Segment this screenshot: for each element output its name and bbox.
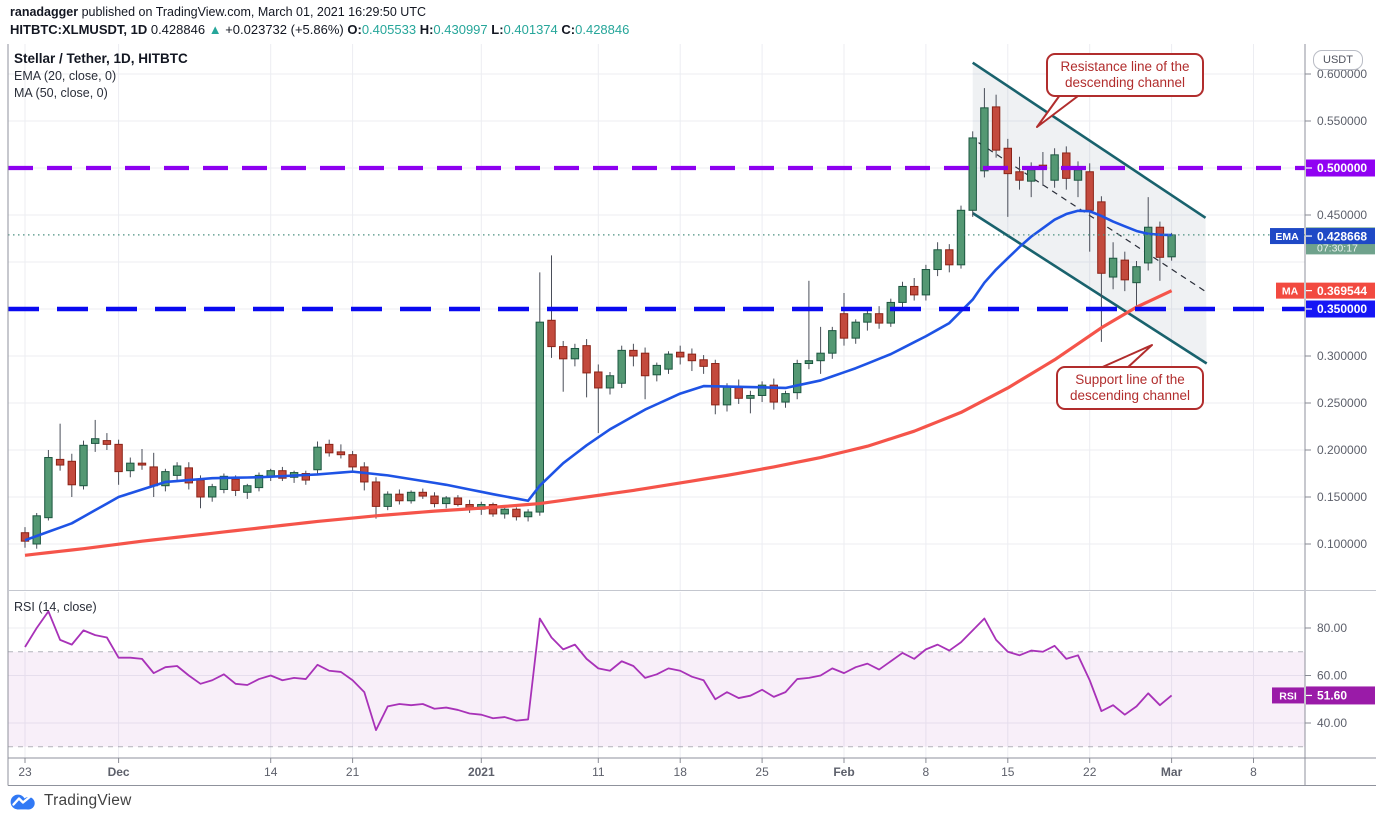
pane-borders [7, 44, 1376, 786]
svg-text:22: 22 [1083, 765, 1097, 779]
svg-text:0.150000: 0.150000 [1317, 490, 1367, 504]
svg-text:0.369544: 0.369544 [1317, 284, 1367, 298]
svg-text:8: 8 [1250, 765, 1257, 779]
high-label: H: [419, 22, 434, 37]
resistance-callout[interactable]: Resistance line of the descending channe… [1046, 53, 1204, 97]
author-name: ranadagger [10, 5, 79, 19]
channel-midline[interactable] [978, 142, 1209, 294]
tradingview-logo-icon [10, 793, 35, 809]
svg-text:21: 21 [346, 765, 360, 779]
svg-text:07:30:17: 07:30:17 [1317, 242, 1358, 254]
svg-text:Dec: Dec [108, 765, 130, 779]
ohlc-line: HITBTC:XLMUSDT, 1D 0.428846 ▲ +0.023732 … [10, 21, 910, 38]
channel-support-line[interactable] [971, 212, 1208, 365]
tradingview-footer[interactable]: TradingView [10, 792, 132, 810]
ma-tag: MA [1276, 282, 1304, 299]
svg-text:60.00: 60.00 [1317, 669, 1347, 683]
svg-text:0.100000: 0.100000 [1317, 537, 1367, 551]
ema20-line [24, 209, 1172, 542]
svg-text:23: 23 [18, 765, 32, 779]
symbol-title[interactable]: Stellar / Tether, 1D, HITBTC [14, 51, 188, 66]
svg-text:18: 18 [674, 765, 688, 779]
svg-text:0.300000: 0.300000 [1317, 349, 1367, 363]
ma-value-badge: 0.369544 [1306, 282, 1375, 299]
level-0.50-badge: 0.500000 [1306, 159, 1375, 177]
ma-indicator-label[interactable]: MA (50, close, 0) [14, 86, 108, 100]
svg-text:15: 15 [1001, 765, 1015, 779]
ema-indicator-label[interactable]: EMA (20, close, 0) [14, 69, 117, 83]
high-value: 0.430997 [433, 22, 488, 37]
svg-text:0.600000: 0.600000 [1317, 67, 1367, 81]
svg-text:MA: MA [1282, 285, 1299, 297]
svg-text:0.250000: 0.250000 [1317, 396, 1367, 410]
rsi-band-fill [8, 651, 1305, 747]
rsi-line [24, 610, 1173, 732]
close-value: 0.428846 [575, 22, 630, 37]
ma50-line [24, 289, 1173, 557]
rsi-pane [8, 610, 1305, 748]
svg-text:0.428668: 0.428668 [1317, 229, 1367, 243]
up-arrow-icon: ▲ [208, 22, 222, 37]
symbol-label: HITBTC:XLMUSDT, 1D [10, 22, 148, 37]
svg-text:0.450000: 0.450000 [1317, 208, 1367, 222]
svg-text:8: 8 [923, 765, 930, 779]
svg-text:0.350000: 0.350000 [1317, 302, 1367, 316]
chart-legend[interactable]: Stellar / Tether, 1D, HITBTC EMA (20, cl… [14, 50, 188, 102]
svg-text:14: 14 [264, 765, 278, 779]
time-axis[interactable]: 23 Dec 14 21 2021 11 18 25 Feb 8 15 22 Mar 8 [18, 758, 1257, 779]
svg-text:EMA: EMA [1275, 231, 1299, 243]
tradingview-brand-text: TradingView [44, 792, 132, 809]
open-label: O: [347, 22, 362, 37]
low-value: 0.401374 [503, 22, 558, 37]
svg-text:11: 11 [592, 765, 605, 779]
level-0.35-badge: 0.350000 [1306, 300, 1375, 318]
candlestick-series [20, 88, 1176, 549]
channel-resistance-line[interactable] [971, 61, 1207, 219]
snapshot-header: ranadagger published on TradingView.com,… [10, 4, 910, 38]
svg-text:25: 25 [755, 765, 769, 779]
low-label: L: [491, 22, 504, 37]
last-price: 0.428846 [150, 22, 206, 37]
svg-text:80.00: 80.00 [1317, 621, 1347, 635]
price-axis[interactable]: 0.600000 0.550000 0.450000 0.300000 0.250000… [1270, 67, 1375, 730]
svg-text:40.00: 40.00 [1317, 716, 1347, 730]
svg-text:2021: 2021 [468, 765, 495, 779]
support-callout[interactable]: Support line of the descending channel [1056, 366, 1204, 410]
currency-badge[interactable]: USDT [1313, 50, 1363, 70]
svg-text:RSI: RSI [1279, 690, 1297, 702]
close-label: C: [561, 22, 576, 37]
open-value: 0.405533 [361, 22, 417, 37]
ema-value-badge: 0.428668 [1306, 228, 1375, 245]
svg-text:51.60: 51.60 [1317, 689, 1347, 703]
svg-text:0.200000: 0.200000 [1317, 443, 1367, 457]
rsi-tag: RSI [1272, 687, 1304, 704]
price-change: +0.023732 (+5.86%) [225, 22, 344, 37]
svg-text:0.500000: 0.500000 [1317, 161, 1367, 175]
svg-text:Mar: Mar [1161, 765, 1183, 779]
rsi-indicator-label[interactable]: RSI (14, close) [14, 600, 97, 614]
svg-text:0.550000: 0.550000 [1317, 114, 1367, 128]
ema-tag: EMA [1270, 228, 1304, 245]
svg-text:Feb: Feb [833, 765, 854, 779]
published-text: published on TradingView.com, March 01, … [78, 5, 426, 19]
rsi-value-badge: 51.60 [1306, 686, 1375, 705]
published-line: ranadagger published on TradingView.com,… [10, 4, 910, 21]
